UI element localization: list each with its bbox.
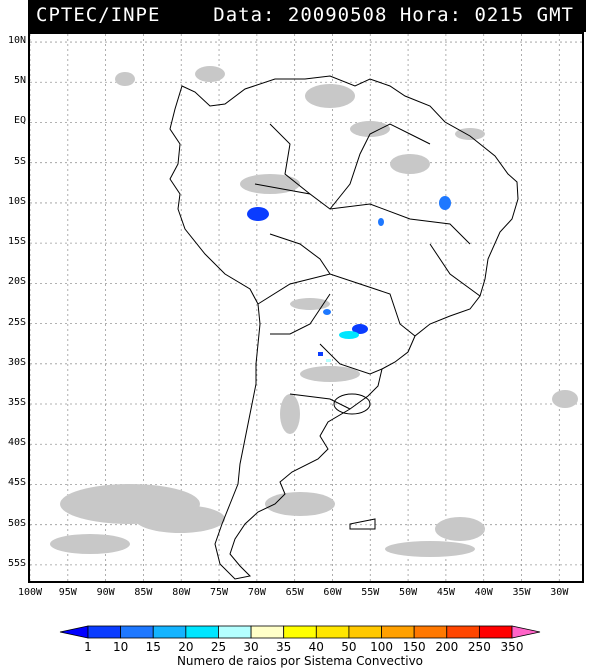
map-frame <box>28 32 584 583</box>
legend-value-label: 20 <box>178 640 194 654</box>
legend-title: Numero de raios por Sistema Convectivo <box>176 654 424 668</box>
lat-tick-label: 25S <box>7 316 26 328</box>
map-header: CPTEC/INPE Data: 20090508 Hora: 0215 GMT <box>28 0 586 32</box>
legend-swatch <box>250 625 285 639</box>
lon-tick-label: 90W <box>96 587 115 598</box>
lat-tick-label: 50S <box>7 517 26 529</box>
datetime-label: Data: 20090508 Hora: 0215 GMT <box>213 4 574 26</box>
legend-value-label: 100 <box>370 640 393 654</box>
legend-colorbar <box>59 625 541 639</box>
lon-tick-label: 65W <box>285 587 304 598</box>
lon-tick-label: 40W <box>474 587 493 598</box>
legend-swatch <box>185 625 219 639</box>
lat-tick-label: 30S <box>7 356 26 368</box>
legend: 1 10 15 20 25 30 35 40 50 100 150 200 250 350 Numero … <box>0 622 600 670</box>
legend-swatch <box>87 625 122 639</box>
lon-tick-label: 55W <box>361 587 380 598</box>
legend-value-label: 10 <box>112 640 129 654</box>
legend-swatch <box>283 625 317 639</box>
legend-arrow-low <box>59 625 89 639</box>
legend-value-label: 35 <box>276 640 292 654</box>
lon-tick-label: 70W <box>247 587 266 598</box>
lon-tick-label: 45W <box>436 587 455 598</box>
lon-tick-label: 35W <box>512 587 531 598</box>
legend-value-label: 200 <box>435 640 459 654</box>
legend-value-label: 250 <box>467 640 491 654</box>
legend-value-label: 50 <box>341 640 357 654</box>
lon-tick-label: 80W <box>172 587 191 598</box>
source-label: CPTEC/INPE <box>36 4 161 26</box>
map-canvas <box>29 34 582 581</box>
lon-tick-label: 30W <box>550 587 569 598</box>
lat-tick-label: 10S <box>7 195 26 207</box>
legend-value-label: 15 <box>145 640 161 654</box>
lat-tick-label: 5S <box>13 155 26 167</box>
legend-value-label: 1 <box>84 640 92 654</box>
lon-tick-label: 85W <box>134 587 153 598</box>
lat-tick-label: 10N <box>7 35 26 47</box>
lat-tick-label: EQ <box>13 115 26 127</box>
lat-tick-label: 35S <box>7 397 26 409</box>
lat-tick-label: 5N <box>13 75 26 87</box>
lon-tick-label: 95W <box>58 587 77 598</box>
lon-tick-label: 100W <box>17 587 43 598</box>
legend-swatch <box>152 625 187 639</box>
cloud-cover-layer <box>50 66 578 557</box>
legend-value-label: 40 <box>308 640 324 654</box>
legend-swatch <box>446 625 480 639</box>
coastline-layer <box>169 75 519 580</box>
legend-swatch <box>381 625 415 639</box>
legend-value-label: 30 <box>243 640 259 654</box>
legend-swatch <box>315 625 350 639</box>
legend-swatch <box>218 625 252 639</box>
lon-tick-label: 60W <box>323 587 342 598</box>
lon-tick-label: 75W <box>210 587 229 598</box>
legend-value-label: 350 <box>500 640 524 654</box>
legend-swatch <box>478 625 513 639</box>
legend-value-label: 25 <box>210 640 227 654</box>
legend-value-label: 150 <box>402 640 426 654</box>
legend-swatch <box>413 625 448 639</box>
lat-tick-label: 40S <box>7 437 26 449</box>
lat-tick-label: 45S <box>7 477 26 489</box>
lon-tick-label: 50W <box>399 587 418 598</box>
lat-tick-label: 55S <box>7 557 26 569</box>
lat-tick-label: 15S <box>7 236 26 248</box>
convective-systems-layer <box>247 196 451 362</box>
legend-swatch <box>348 625 382 639</box>
lat-tick-label: 20S <box>7 276 26 288</box>
legend-swatch <box>120 625 154 639</box>
legend-arrow-high <box>511 625 541 639</box>
